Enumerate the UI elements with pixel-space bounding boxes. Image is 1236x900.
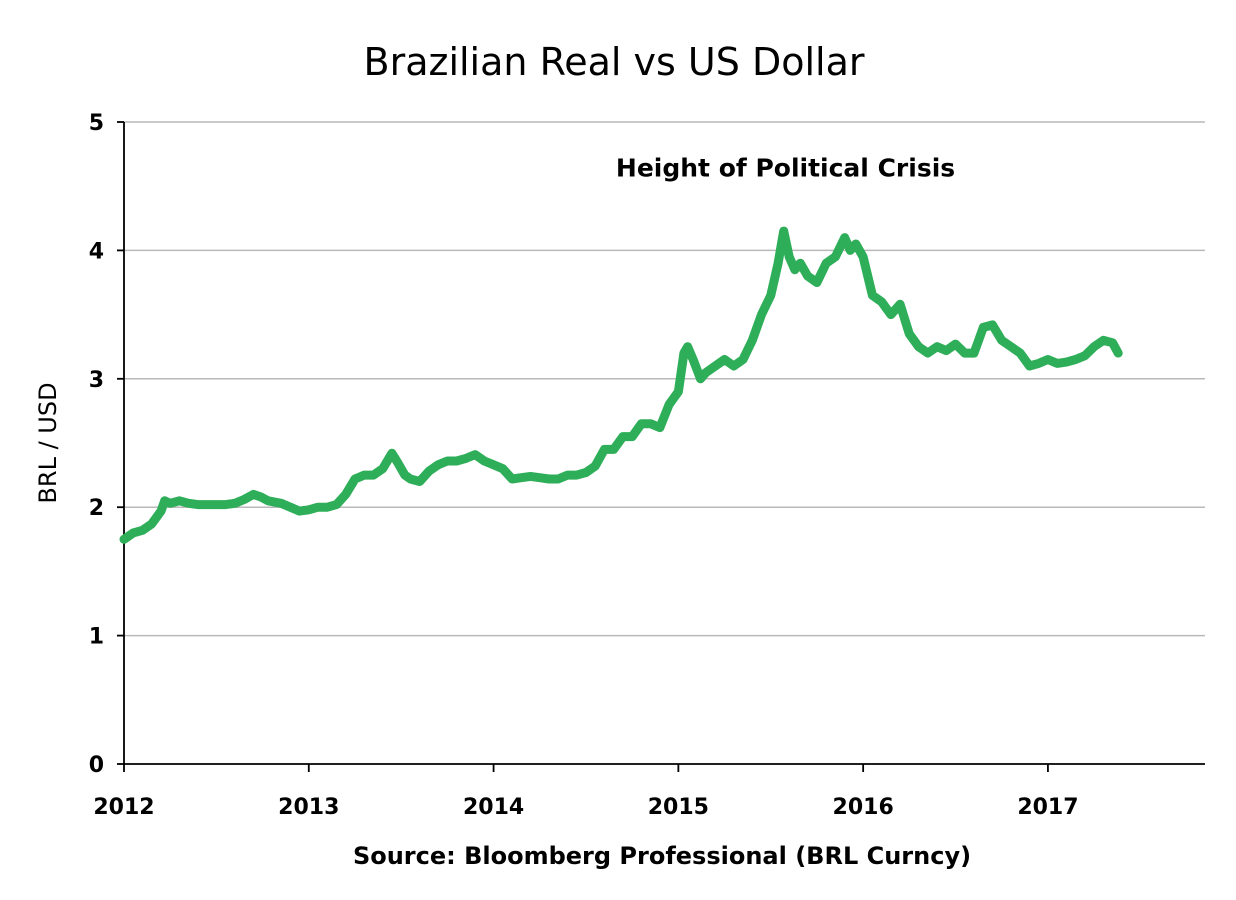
x-tick-label: 2013 (278, 795, 339, 820)
axis-ticks: 0 1 2 3 4 5 2012 2013 2014 2015 2016 2017 (89, 111, 1079, 820)
y-tick-label: 3 (89, 368, 104, 393)
annotation-label: Height of Political Crisis (616, 154, 955, 183)
x-tick-label: 2017 (1017, 795, 1078, 820)
series-line-0 (119, 226, 1123, 544)
y-tick-label: 5 (89, 111, 104, 136)
series-layer (119, 226, 1123, 544)
y-tick-label: 0 (89, 753, 104, 778)
x-tick-label: 2016 (833, 795, 894, 820)
x-tick-label: 2015 (648, 795, 709, 820)
y-tick-label: 2 (89, 496, 104, 521)
gridlines (124, 121, 1205, 637)
y-tick-label: 1 (89, 625, 104, 650)
x-tick-label: 2012 (93, 795, 154, 820)
x-tick-label: 2014 (463, 795, 524, 820)
y-tick-label: 4 (89, 239, 104, 264)
chart-title: Brazilian Real vs US Dollar (364, 40, 865, 84)
y-axis-label: BRL / USD (34, 382, 62, 503)
source-note: Source: Bloomberg Professional (BRL Curn… (353, 842, 971, 870)
